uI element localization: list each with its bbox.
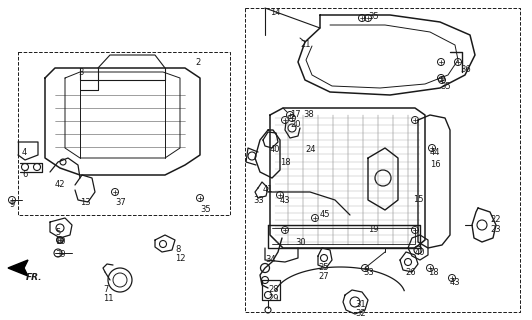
Text: 43: 43: [280, 196, 290, 205]
Text: 18: 18: [428, 268, 438, 277]
Text: 40: 40: [415, 248, 426, 257]
Text: 41: 41: [263, 185, 273, 194]
Text: 17: 17: [290, 110, 301, 119]
Text: 14: 14: [270, 8, 280, 17]
Text: 28: 28: [268, 285, 279, 294]
Text: 13: 13: [80, 198, 90, 207]
Text: 38: 38: [303, 110, 314, 119]
Text: 37: 37: [115, 198, 126, 207]
Text: 40: 40: [270, 145, 280, 154]
Text: 11: 11: [103, 294, 113, 303]
Text: 23: 23: [490, 225, 501, 234]
Text: 18: 18: [280, 158, 290, 167]
Text: 7: 7: [103, 285, 109, 294]
Text: 33: 33: [253, 196, 264, 205]
Text: 45: 45: [320, 210, 330, 219]
Text: 25: 25: [318, 263, 328, 272]
Text: 30: 30: [295, 238, 305, 247]
Text: 21: 21: [300, 40, 311, 49]
Text: 29: 29: [268, 294, 278, 303]
Text: 42: 42: [55, 180, 65, 189]
Text: 19: 19: [368, 225, 378, 234]
Text: 35: 35: [440, 82, 451, 91]
Text: 26: 26: [405, 268, 415, 277]
Text: 15: 15: [413, 195, 423, 204]
Text: 10: 10: [55, 237, 65, 246]
Text: 36: 36: [460, 65, 471, 74]
Text: 43: 43: [450, 278, 461, 287]
Text: 33: 33: [363, 268, 374, 277]
Text: 39: 39: [55, 250, 65, 259]
Text: 35: 35: [200, 205, 211, 214]
Text: 9: 9: [10, 200, 15, 209]
Text: 22: 22: [490, 215, 501, 224]
Text: 8: 8: [175, 245, 180, 254]
Text: 16: 16: [430, 160, 440, 169]
Text: 4: 4: [22, 148, 27, 157]
Text: 2: 2: [195, 58, 200, 67]
Text: 20: 20: [290, 120, 301, 129]
Text: 44: 44: [430, 148, 440, 157]
Polygon shape: [8, 260, 28, 276]
Text: 12: 12: [175, 254, 186, 263]
Text: 32: 32: [355, 309, 365, 318]
Text: 34: 34: [265, 255, 276, 264]
Text: 35: 35: [368, 12, 379, 21]
Text: 3: 3: [78, 68, 84, 77]
Text: 5: 5: [55, 228, 60, 237]
Text: 27: 27: [318, 272, 329, 281]
Text: FR.: FR.: [26, 273, 43, 282]
Text: 24: 24: [305, 145, 315, 154]
Text: 31: 31: [355, 300, 365, 309]
Text: 6: 6: [22, 170, 27, 179]
